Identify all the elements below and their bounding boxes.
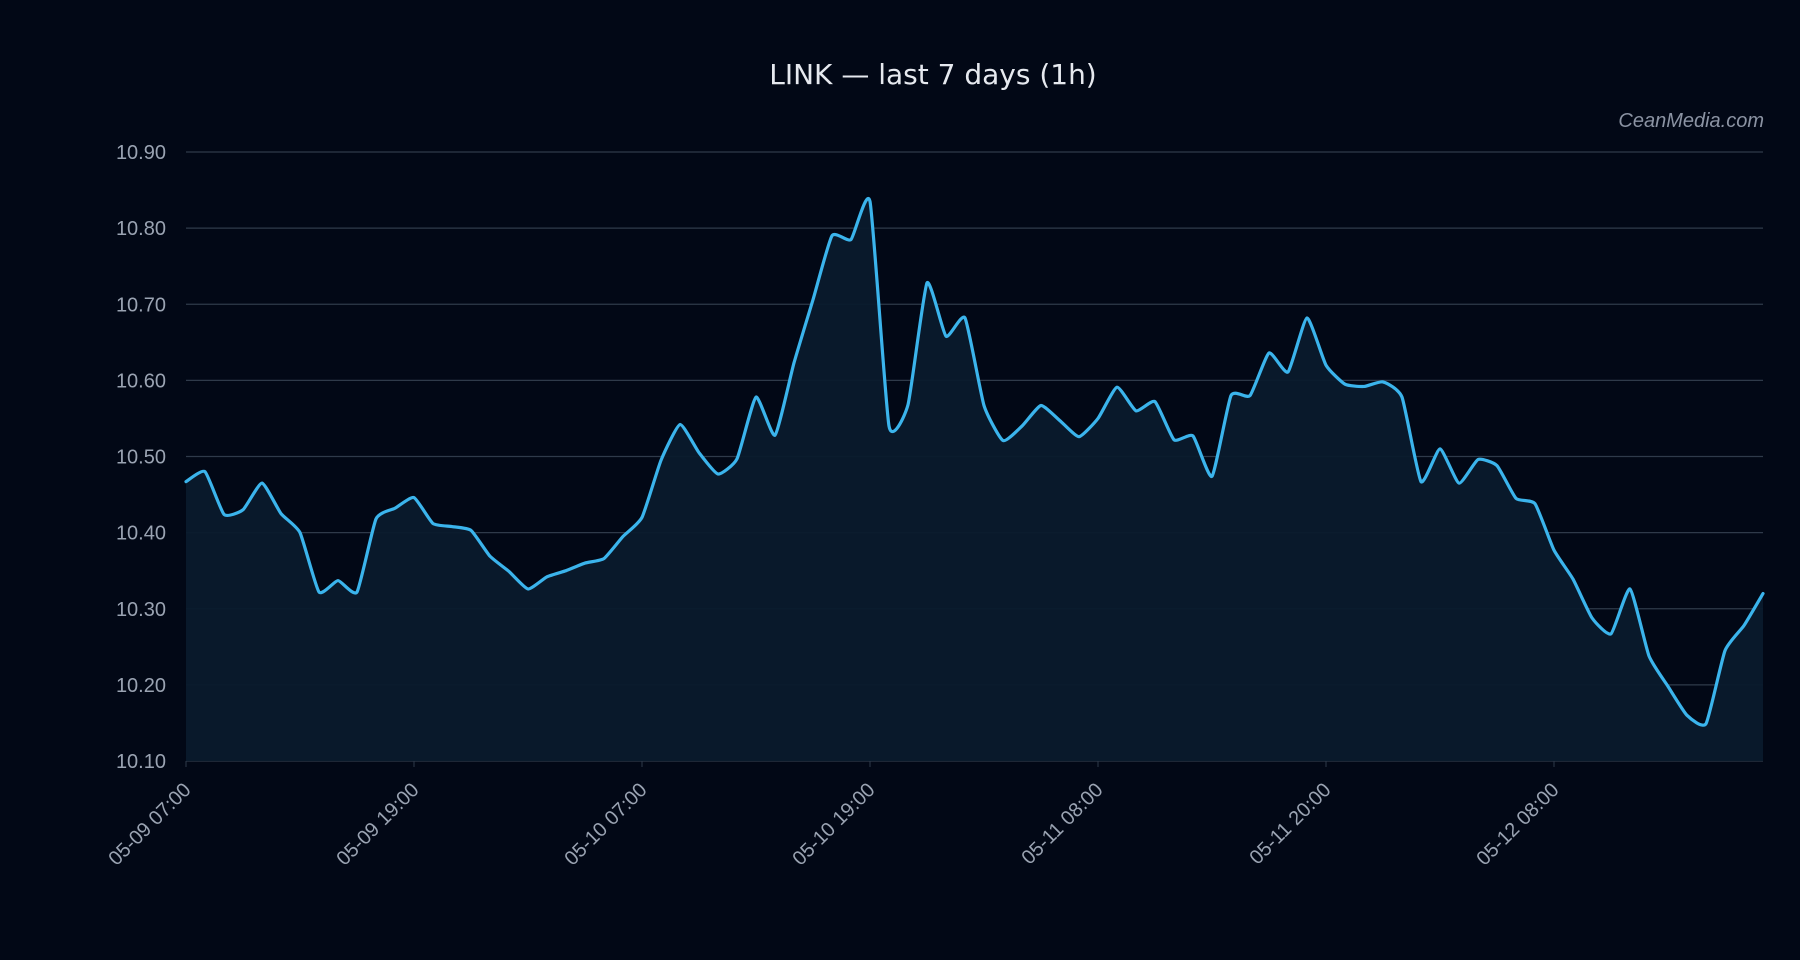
price-point [1400, 395, 1404, 399]
price-point [488, 554, 492, 558]
price-point [697, 451, 701, 455]
price-point [431, 521, 435, 525]
price-point [1609, 632, 1613, 636]
price-point [1704, 722, 1708, 726]
chart-title: LINK — last 7 days (1h) [769, 58, 1096, 91]
price-point [374, 517, 378, 521]
price-point [944, 334, 948, 338]
price-point [1476, 458, 1480, 462]
price-point [203, 470, 207, 474]
price-point [393, 506, 397, 510]
price-point [1324, 363, 1328, 367]
price-point [640, 515, 644, 519]
price-point [355, 590, 359, 594]
price-point [1305, 316, 1309, 320]
price-point [317, 590, 321, 594]
price-point [735, 457, 739, 461]
price-point [792, 361, 796, 365]
price-point [469, 528, 473, 532]
price-point [1495, 464, 1499, 468]
y-tick-label: 10.40 [116, 523, 166, 545]
price-point [1761, 592, 1765, 596]
price-point [583, 561, 587, 565]
price-point [222, 512, 226, 516]
price-line [184, 196, 1765, 727]
price-point [963, 316, 967, 320]
price-point [1153, 400, 1157, 404]
y-tick-label: 10.30 [116, 599, 166, 621]
price-point [868, 199, 872, 203]
price-point [1742, 623, 1746, 627]
price-point [1077, 435, 1081, 439]
price-point [336, 579, 340, 583]
price-point [602, 557, 606, 561]
price-point [241, 508, 245, 512]
price-point [1058, 419, 1062, 423]
price-point [279, 512, 283, 516]
price-point [298, 531, 302, 535]
price-point [1457, 481, 1461, 485]
price-point [925, 281, 929, 285]
price-point [1685, 713, 1689, 717]
price-point [1248, 394, 1252, 398]
price-point [412, 496, 416, 500]
price-point [887, 424, 891, 428]
y-tick-label: 10.50 [116, 447, 166, 469]
price-point [1343, 382, 1347, 386]
price-point [1438, 447, 1442, 451]
price-point [1590, 616, 1594, 620]
price-point [659, 458, 663, 462]
price-point [830, 234, 834, 238]
price-point [564, 569, 568, 573]
price-point [1020, 424, 1024, 428]
price-point [678, 423, 682, 427]
price-point [1628, 587, 1632, 591]
price-point [1666, 684, 1670, 688]
price-point [716, 472, 720, 476]
price-area-fill [186, 198, 1763, 761]
price-point [1533, 502, 1537, 506]
price-point [1647, 654, 1651, 658]
price-point [849, 238, 853, 242]
y-tick-label: 10.20 [116, 675, 166, 697]
price-point [1571, 577, 1575, 581]
y-tick-label: 10.10 [116, 751, 166, 773]
price-point [1096, 416, 1100, 420]
price-point [1115, 385, 1119, 389]
price-point [545, 575, 549, 579]
price-point [1039, 403, 1043, 407]
price-point [1362, 384, 1366, 388]
price-point [773, 433, 777, 437]
price-point [1001, 439, 1005, 443]
y-axis-ticks: 10.10 10.20 10.30 10.40 10.50 10.60 10.70 10.80… [116, 142, 166, 773]
price-point [1723, 649, 1727, 653]
price-point [906, 403, 910, 407]
y-tick-label: 10.60 [116, 370, 166, 392]
price-point [1381, 380, 1385, 384]
price-point [811, 298, 815, 302]
y-tick-label: 10.90 [116, 142, 166, 164]
price-point [1286, 370, 1290, 374]
price-point [507, 569, 511, 573]
y-tick-label: 10.70 [116, 294, 166, 316]
watermark: CeanMedia.com [1618, 110, 1764, 132]
price-point [1229, 394, 1233, 398]
price-point [260, 481, 264, 485]
price-point [1267, 351, 1271, 355]
price-point [1419, 480, 1423, 484]
price-point [1210, 474, 1214, 478]
price-point [1514, 496, 1518, 500]
y-tick-label: 10.80 [116, 218, 166, 240]
price-point [1172, 438, 1176, 442]
price-point [754, 395, 758, 399]
price-point [1134, 409, 1138, 413]
price-point [1552, 548, 1556, 552]
price-point [450, 525, 454, 529]
price-point [526, 587, 530, 591]
price-point [982, 403, 986, 407]
price-point [621, 534, 625, 538]
price-point [1191, 434, 1195, 438]
price-point [184, 480, 188, 484]
